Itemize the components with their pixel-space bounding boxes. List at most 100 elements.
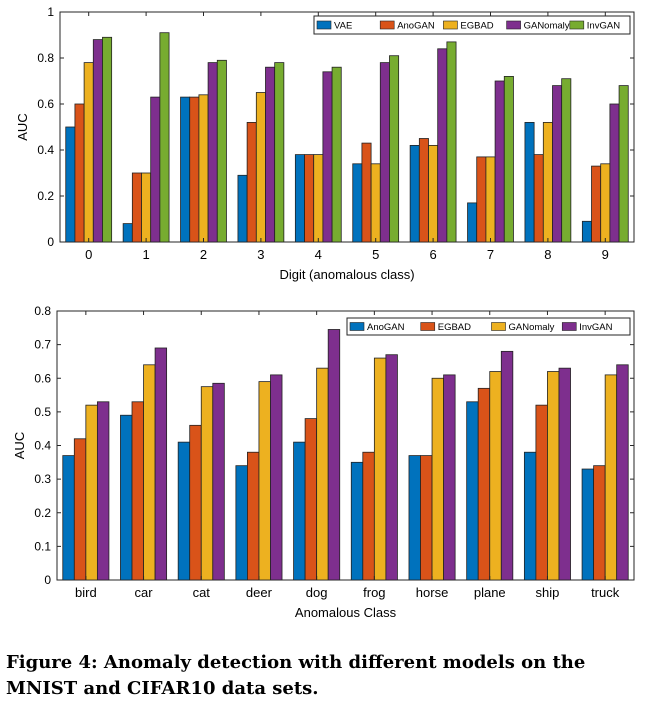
figure-charts: 0 0.2 0.4 0.6 0.8 1 0 1 2 3 4 5 6 7 8 9 Digit (anomalous… — [12, 5, 635, 620]
x-tick-label: plane — [474, 585, 506, 600]
x-tick-label: dog — [306, 585, 328, 600]
bar-invgan — [159, 32, 170, 243]
bar-anogan — [466, 401, 479, 581]
y-tick-label: 0 — [47, 235, 54, 249]
bar-ganomaly — [316, 367, 329, 581]
bar-invgan — [331, 66, 342, 243]
bar-ganomaly — [547, 371, 560, 581]
bar-invgan — [216, 59, 227, 243]
bar-ganomaly — [92, 39, 103, 243]
bar-egbad — [477, 387, 491, 581]
bar-ganomaly — [373, 357, 387, 581]
y-tick-label: 0.5 — [34, 405, 51, 419]
y-axis-label: AUC — [15, 113, 30, 140]
x-tick-label: 1 — [142, 247, 149, 262]
y-tick-label: 0.4 — [34, 439, 51, 453]
bar-anogan — [235, 465, 248, 581]
x-tick-label: horse — [416, 585, 449, 600]
legend-swatch — [420, 322, 436, 331]
x-tick-label: ship — [536, 585, 560, 600]
bar-egbad — [600, 163, 611, 243]
x-tick-label: 7 — [487, 247, 494, 262]
bar-egbad — [535, 404, 548, 581]
bar-egbad — [141, 172, 152, 243]
bar-anogan — [177, 441, 191, 581]
bar-invgan — [102, 36, 113, 243]
bar-anogan — [523, 451, 537, 581]
bar-invgan — [618, 85, 629, 243]
x-tick-label: 6 — [429, 247, 436, 262]
legend-label: AnoGAN — [397, 21, 435, 32]
bar-invgan — [616, 364, 629, 581]
bar-ganomaly — [494, 80, 505, 243]
y-tick-label: 0.1 — [34, 539, 51, 553]
bar-egbad — [247, 451, 260, 581]
x-tick-label: 2 — [200, 247, 207, 262]
bar-anogan — [304, 154, 315, 243]
bar-anogan — [418, 138, 429, 243]
bar-vae — [409, 144, 420, 243]
bar-vae — [524, 122, 535, 243]
legend-swatch — [506, 20, 521, 30]
bar-anogan — [361, 142, 372, 243]
bar-vae — [467, 202, 478, 243]
bar-ganomaly — [143, 364, 156, 581]
bar-anogan — [131, 172, 142, 243]
bar-anogan — [350, 461, 364, 581]
legend-label: VAE — [334, 21, 352, 32]
bar-ganomaly — [431, 377, 444, 581]
legend-swatch — [349, 322, 365, 331]
legend-box — [346, 317, 631, 336]
x-tick-label: 4 — [315, 247, 322, 262]
x-tick-label: 5 — [372, 247, 379, 262]
bar-egbad — [593, 465, 606, 581]
bar-anogan — [581, 468, 595, 581]
bar-invgan — [500, 350, 514, 581]
bar-ganomaly — [379, 62, 390, 243]
bar-egbad — [189, 424, 202, 581]
bar-invgan — [503, 76, 514, 243]
bar-egbad — [370, 163, 381, 243]
bar-egbad — [362, 451, 375, 581]
y-tick-label: 0.8 — [37, 51, 54, 65]
bar-vae — [122, 223, 133, 243]
bar-egbad — [542, 122, 553, 243]
y-tick-label: 0.6 — [37, 97, 54, 111]
bar-invgan — [558, 367, 571, 581]
bar-ganomaly — [85, 404, 98, 581]
legend-swatch — [491, 322, 506, 331]
legend-label: GANomaly — [524, 21, 570, 32]
y-tick-label: 0.8 — [34, 304, 51, 318]
x-tick-label: deer — [246, 585, 273, 600]
bar-invgan — [327, 329, 341, 581]
y-tick-label: 1 — [47, 5, 54, 19]
bar-invgan — [446, 41, 457, 243]
x-axis-label: Digit (anomalous class) — [279, 267, 414, 282]
bar-anogan — [246, 122, 257, 243]
bar-vae — [65, 126, 76, 243]
bar-egbad — [304, 418, 318, 581]
bar-egbad — [131, 401, 144, 581]
legend-swatch — [569, 20, 585, 30]
legend-swatch — [379, 20, 395, 30]
bar-egbad — [428, 144, 439, 243]
bar-ganomaly — [609, 103, 620, 243]
x-axis-label: Anomalous Class — [295, 605, 397, 620]
legend-box — [313, 15, 631, 35]
bar-ganomaly — [150, 96, 161, 243]
y-tick-label: 0.6 — [34, 371, 51, 385]
bar-anogan — [120, 414, 133, 581]
bar-invgan — [274, 62, 285, 243]
bar-ganomaly — [207, 62, 218, 243]
bar-anogan — [189, 96, 200, 243]
x-tick-label: 8 — [544, 247, 551, 262]
bar-ganomaly — [489, 371, 502, 581]
x-tick-label: cat — [193, 585, 211, 600]
bar-egbad — [255, 92, 266, 243]
bar-anogan — [408, 455, 421, 581]
plot-frame-0 — [59, 11, 635, 243]
legend-label: GANomaly — [509, 322, 555, 333]
legend-label: AnoGAN — [367, 322, 405, 333]
y-tick-label: 0.3 — [34, 472, 51, 486]
bar-vae — [180, 96, 191, 243]
